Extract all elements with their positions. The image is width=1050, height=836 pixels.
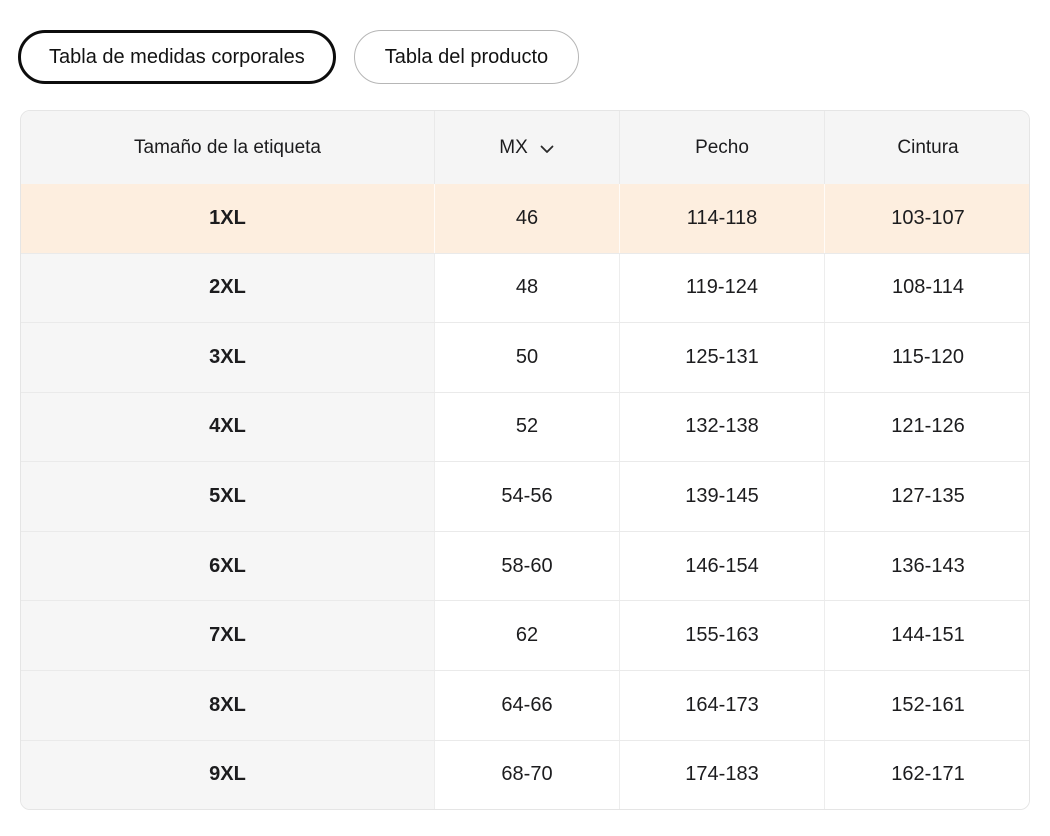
cell-chest-range: 125-131 bbox=[619, 323, 824, 392]
cell-mx-size: 68-70 bbox=[434, 740, 619, 809]
cell-mx-size: 46 bbox=[434, 184, 619, 253]
cell-chest-range: 146-154 bbox=[619, 531, 824, 601]
table-header: Tamaño de la etiqueta MX Pecho Cintura bbox=[21, 111, 1029, 184]
cell-chest-range: 174-183 bbox=[619, 740, 824, 809]
cell-waist-range: 121-126 bbox=[824, 392, 1029, 462]
unit-selector-dropdown[interactable]: MX bbox=[434, 111, 619, 184]
column-header-chest: Pecho bbox=[619, 111, 824, 184]
cell-size-label: 8XL bbox=[21, 670, 434, 740]
cell-size-label: 2XL bbox=[21, 253, 434, 323]
table-row: 5XL 54-56 139-145 127-135 bbox=[21, 461, 1029, 531]
table-row: 1XL 46 114-118 103-107 bbox=[21, 184, 1029, 253]
cell-mx-size: 54-56 bbox=[434, 462, 619, 531]
table-row: 3XL 50 125-131 115-120 bbox=[21, 322, 1029, 392]
cell-waist-range: 127-135 bbox=[824, 462, 1029, 531]
cell-size-label: 9XL bbox=[21, 740, 434, 809]
cell-chest-range: 155-163 bbox=[619, 601, 824, 670]
cell-waist-range: 152-161 bbox=[824, 670, 1029, 740]
table-row: 2XL 48 119-124 108-114 bbox=[21, 252, 1029, 323]
cell-mx-size: 48 bbox=[434, 253, 619, 323]
cell-waist-range: 108-114 bbox=[824, 253, 1029, 323]
size-chart-tabs: Tabla de medidas corporales Tabla del pr… bbox=[18, 30, 1050, 84]
cell-mx-size: 64-66 bbox=[434, 670, 619, 740]
unit-selector-value: MX bbox=[499, 136, 528, 158]
table-row: 6XL 58-60 146-154 136-143 bbox=[21, 530, 1029, 601]
cell-waist-range: 115-120 bbox=[824, 323, 1029, 392]
cell-mx-size: 58-60 bbox=[434, 531, 619, 601]
cell-size-label: 1XL bbox=[21, 184, 434, 253]
cell-waist-range: 136-143 bbox=[824, 531, 1029, 601]
cell-chest-range: 132-138 bbox=[619, 392, 824, 462]
cell-size-label: 6XL bbox=[21, 531, 434, 601]
cell-size-label: 4XL bbox=[21, 392, 434, 462]
cell-size-label: 7XL bbox=[21, 601, 434, 670]
cell-mx-size: 62 bbox=[434, 601, 619, 670]
cell-size-label: 3XL bbox=[21, 323, 434, 392]
cell-chest-range: 114-118 bbox=[619, 184, 824, 253]
table-row: 4XL 52 132-138 121-126 bbox=[21, 391, 1029, 462]
size-table: Tamaño de la etiqueta MX Pecho Cintura 1… bbox=[20, 110, 1030, 810]
cell-mx-size: 50 bbox=[434, 323, 619, 392]
column-header-waist: Cintura bbox=[824, 111, 1029, 184]
cell-chest-range: 119-124 bbox=[619, 253, 824, 323]
table-row: 7XL 62 155-163 144-151 bbox=[21, 600, 1029, 670]
cell-size-label: 5XL bbox=[21, 462, 434, 531]
cell-waist-range: 162-171 bbox=[824, 740, 1029, 809]
column-header-label-size: Tamaño de la etiqueta bbox=[134, 136, 321, 158]
cell-waist-range: 103-107 bbox=[824, 184, 1029, 253]
cell-waist-range: 144-151 bbox=[824, 601, 1029, 670]
tab-body-measurements[interactable]: Tabla de medidas corporales bbox=[18, 30, 336, 84]
cell-chest-range: 164-173 bbox=[619, 670, 824, 740]
table-row: 8XL 64-66 164-173 152-161 bbox=[21, 669, 1029, 740]
cell-mx-size: 52 bbox=[434, 392, 619, 462]
cell-chest-range: 139-145 bbox=[619, 462, 824, 531]
tab-product-measurements[interactable]: Tabla del producto bbox=[353, 30, 580, 84]
table-row: 9XL 68-70 174-183 162-171 bbox=[21, 739, 1029, 809]
table-body: 1XL 46 114-118 103-107 2XL 48 119-124 108-114 3X… bbox=[21, 184, 1029, 809]
chevron-down-icon bbox=[540, 145, 554, 153]
